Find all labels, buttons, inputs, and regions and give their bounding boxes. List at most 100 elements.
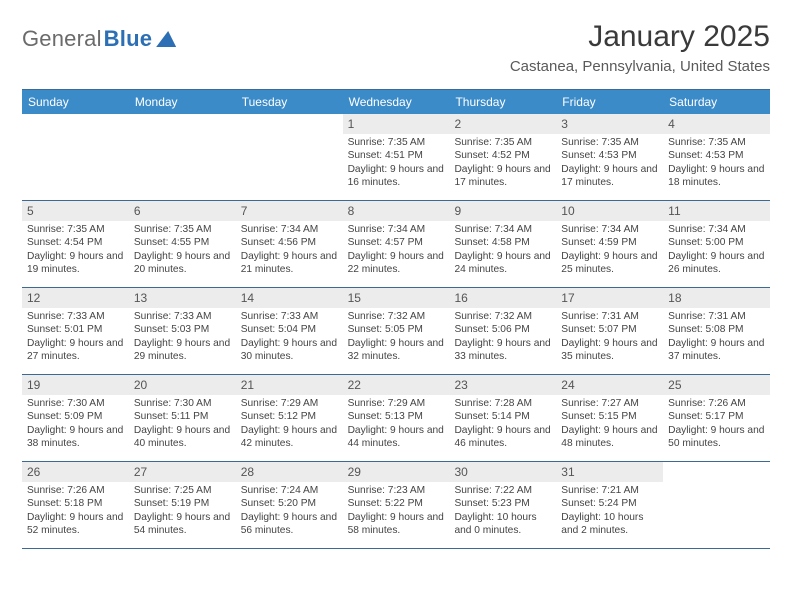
day-header: Friday: [556, 90, 663, 114]
day-number: 15: [343, 288, 450, 308]
day-cell: 2Sunrise: 7:35 AMSunset: 4:52 PMDaylight…: [449, 114, 556, 200]
day-cell: [663, 462, 770, 548]
day-number: 30: [449, 462, 556, 482]
day-cell: 22Sunrise: 7:29 AMSunset: 5:13 PMDayligh…: [343, 375, 450, 461]
day-number: 29: [343, 462, 450, 482]
day-number: 9: [449, 201, 556, 221]
day-number: 25: [663, 375, 770, 395]
day-number: 11: [663, 201, 770, 221]
day-number: 18: [663, 288, 770, 308]
day-cell: 7Sunrise: 7:34 AMSunset: 4:56 PMDaylight…: [236, 201, 343, 287]
day-text: Sunrise: 7:33 AMSunset: 5:04 PMDaylight:…: [241, 310, 338, 364]
day-number: 5: [22, 201, 129, 221]
day-cell: 28Sunrise: 7:24 AMSunset: 5:20 PMDayligh…: [236, 462, 343, 548]
day-number: 8: [343, 201, 450, 221]
day-text: Sunrise: 7:34 AMSunset: 4:56 PMDaylight:…: [241, 223, 338, 277]
week-row: 12Sunrise: 7:33 AMSunset: 5:01 PMDayligh…: [22, 288, 770, 375]
day-cell: 26Sunrise: 7:26 AMSunset: 5:18 PMDayligh…: [22, 462, 129, 548]
day-number: 17: [556, 288, 663, 308]
day-number: 22: [343, 375, 450, 395]
day-text: Sunrise: 7:21 AMSunset: 5:24 PMDaylight:…: [561, 484, 658, 538]
day-cell: 3Sunrise: 7:35 AMSunset: 4:53 PMDaylight…: [556, 114, 663, 200]
day-cell: 17Sunrise: 7:31 AMSunset: 5:07 PMDayligh…: [556, 288, 663, 374]
day-text: Sunrise: 7:35 AMSunset: 4:53 PMDaylight:…: [561, 136, 658, 190]
day-cell: 1Sunrise: 7:35 AMSunset: 4:51 PMDaylight…: [343, 114, 450, 200]
day-header: Sunday: [22, 90, 129, 114]
day-text: Sunrise: 7:35 AMSunset: 4:52 PMDaylight:…: [454, 136, 551, 190]
logo-text-2: Blue: [104, 26, 152, 52]
day-text: Sunrise: 7:25 AMSunset: 5:19 PMDaylight:…: [134, 484, 231, 538]
day-cell: 29Sunrise: 7:23 AMSunset: 5:22 PMDayligh…: [343, 462, 450, 548]
day-text: Sunrise: 7:35 AMSunset: 4:54 PMDaylight:…: [27, 223, 124, 277]
day-text: Sunrise: 7:26 AMSunset: 5:18 PMDaylight:…: [27, 484, 124, 538]
logo-text-1: General: [22, 26, 102, 52]
day-header: Monday: [129, 90, 236, 114]
day-text: Sunrise: 7:27 AMSunset: 5:15 PMDaylight:…: [561, 397, 658, 451]
day-text: Sunrise: 7:30 AMSunset: 5:11 PMDaylight:…: [134, 397, 231, 451]
day-number: 6: [129, 201, 236, 221]
day-text: Sunrise: 7:24 AMSunset: 5:20 PMDaylight:…: [241, 484, 338, 538]
day-text: Sunrise: 7:31 AMSunset: 5:08 PMDaylight:…: [668, 310, 765, 364]
day-header-row: SundayMondayTuesdayWednesdayThursdayFrid…: [22, 90, 770, 114]
day-text: Sunrise: 7:30 AMSunset: 5:09 PMDaylight:…: [27, 397, 124, 451]
day-cell: 5Sunrise: 7:35 AMSunset: 4:54 PMDaylight…: [22, 201, 129, 287]
day-number: 26: [22, 462, 129, 482]
day-header: Tuesday: [236, 90, 343, 114]
day-cell: 6Sunrise: 7:35 AMSunset: 4:55 PMDaylight…: [129, 201, 236, 287]
day-cell: 10Sunrise: 7:34 AMSunset: 4:59 PMDayligh…: [556, 201, 663, 287]
location-text: Castanea, Pennsylvania, United States: [510, 58, 770, 75]
day-cell: [22, 114, 129, 200]
day-number: 19: [22, 375, 129, 395]
day-number: 20: [129, 375, 236, 395]
day-header: Saturday: [663, 90, 770, 114]
day-number: 10: [556, 201, 663, 221]
day-text: Sunrise: 7:34 AMSunset: 4:59 PMDaylight:…: [561, 223, 658, 277]
week-row: 1Sunrise: 7:35 AMSunset: 4:51 PMDaylight…: [22, 114, 770, 201]
day-number: 16: [449, 288, 556, 308]
day-number: 28: [236, 462, 343, 482]
day-cell: [129, 114, 236, 200]
day-cell: 31Sunrise: 7:21 AMSunset: 5:24 PMDayligh…: [556, 462, 663, 548]
day-number: 14: [236, 288, 343, 308]
day-cell: 8Sunrise: 7:34 AMSunset: 4:57 PMDaylight…: [343, 201, 450, 287]
day-text: Sunrise: 7:33 AMSunset: 5:01 PMDaylight:…: [27, 310, 124, 364]
day-cell: 11Sunrise: 7:34 AMSunset: 5:00 PMDayligh…: [663, 201, 770, 287]
day-cell: [236, 114, 343, 200]
day-cell: 13Sunrise: 7:33 AMSunset: 5:03 PMDayligh…: [129, 288, 236, 374]
day-text: Sunrise: 7:29 AMSunset: 5:13 PMDaylight:…: [348, 397, 445, 451]
day-number: 3: [556, 114, 663, 134]
day-cell: 15Sunrise: 7:32 AMSunset: 5:05 PMDayligh…: [343, 288, 450, 374]
day-text: Sunrise: 7:34 AMSunset: 4:57 PMDaylight:…: [348, 223, 445, 277]
day-number: 12: [22, 288, 129, 308]
calendar: SundayMondayTuesdayWednesdayThursdayFrid…: [22, 89, 770, 549]
day-text: Sunrise: 7:34 AMSunset: 4:58 PMDaylight:…: [454, 223, 551, 277]
day-text: Sunrise: 7:31 AMSunset: 5:07 PMDaylight:…: [561, 310, 658, 364]
day-cell: 27Sunrise: 7:25 AMSunset: 5:19 PMDayligh…: [129, 462, 236, 548]
day-text: Sunrise: 7:35 AMSunset: 4:55 PMDaylight:…: [134, 223, 231, 277]
day-text: Sunrise: 7:32 AMSunset: 5:05 PMDaylight:…: [348, 310, 445, 364]
day-cell: 18Sunrise: 7:31 AMSunset: 5:08 PMDayligh…: [663, 288, 770, 374]
day-cell: 12Sunrise: 7:33 AMSunset: 5:01 PMDayligh…: [22, 288, 129, 374]
day-number: 13: [129, 288, 236, 308]
day-cell: 20Sunrise: 7:30 AMSunset: 5:11 PMDayligh…: [129, 375, 236, 461]
day-cell: 19Sunrise: 7:30 AMSunset: 5:09 PMDayligh…: [22, 375, 129, 461]
day-text: Sunrise: 7:33 AMSunset: 5:03 PMDaylight:…: [134, 310, 231, 364]
day-number: 23: [449, 375, 556, 395]
week-row: 5Sunrise: 7:35 AMSunset: 4:54 PMDaylight…: [22, 201, 770, 288]
day-cell: 21Sunrise: 7:29 AMSunset: 5:12 PMDayligh…: [236, 375, 343, 461]
day-cell: 30Sunrise: 7:22 AMSunset: 5:23 PMDayligh…: [449, 462, 556, 548]
day-cell: 9Sunrise: 7:34 AMSunset: 4:58 PMDaylight…: [449, 201, 556, 287]
week-row: 19Sunrise: 7:30 AMSunset: 5:09 PMDayligh…: [22, 375, 770, 462]
day-cell: 23Sunrise: 7:28 AMSunset: 5:14 PMDayligh…: [449, 375, 556, 461]
month-title: January 2025: [510, 20, 770, 54]
day-text: Sunrise: 7:29 AMSunset: 5:12 PMDaylight:…: [241, 397, 338, 451]
logo-triangle-icon: [156, 31, 176, 47]
day-header: Wednesday: [343, 90, 450, 114]
day-number: 7: [236, 201, 343, 221]
day-number: 2: [449, 114, 556, 134]
header: GeneralBlue January 2025 Castanea, Penns…: [22, 20, 770, 75]
day-cell: 16Sunrise: 7:32 AMSunset: 5:06 PMDayligh…: [449, 288, 556, 374]
day-number: 21: [236, 375, 343, 395]
day-text: Sunrise: 7:35 AMSunset: 4:51 PMDaylight:…: [348, 136, 445, 190]
day-text: Sunrise: 7:26 AMSunset: 5:17 PMDaylight:…: [668, 397, 765, 451]
